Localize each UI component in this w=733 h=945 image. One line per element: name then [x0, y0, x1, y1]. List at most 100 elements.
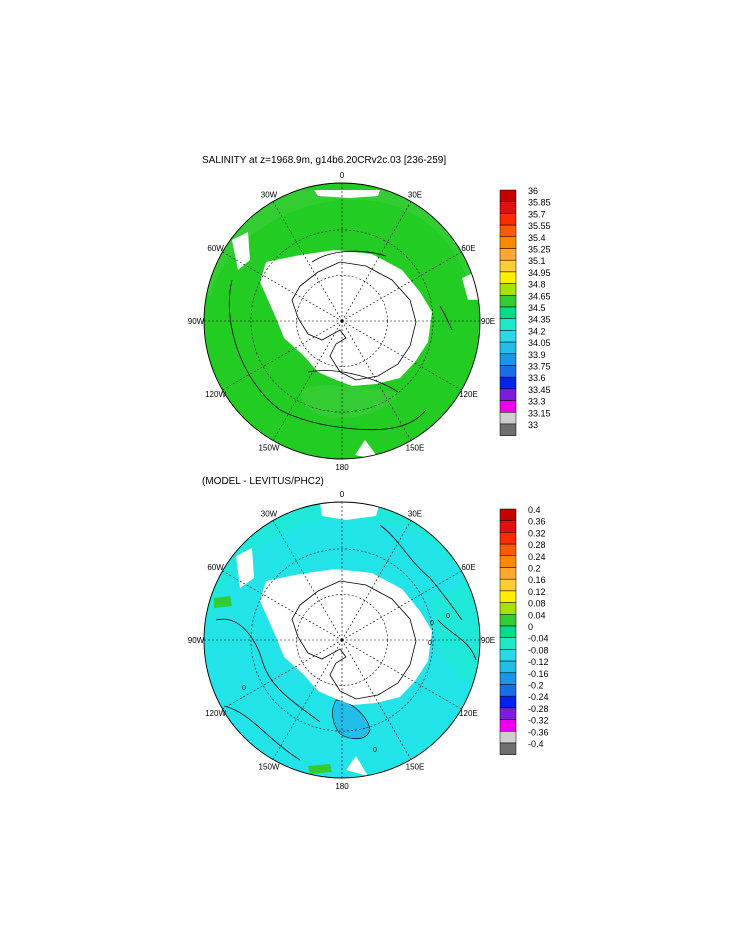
meridian-line [272, 320, 343, 441]
colorbar-swatch [499, 695, 517, 709]
longitude-label: 90E [481, 317, 495, 326]
diff-patch-positive-west [214, 596, 232, 608]
ice-region [314, 190, 380, 198]
colorbar-label: 33 [528, 420, 538, 430]
colorbar-swatch [499, 248, 517, 261]
colorbar-label: 0.08 [528, 599, 546, 609]
colorbar-label: 0.12 [528, 587, 546, 597]
longitude-label: 120W [205, 390, 226, 399]
colorbar-swatch [499, 742, 517, 755]
colorbar-swatch [499, 271, 517, 284]
colorbar-swatch [499, 614, 517, 627]
colorbar-label: 33.3 [528, 397, 546, 407]
colorbar-swatch [499, 376, 517, 390]
colorbar-swatch [499, 567, 517, 580]
contour-line [228, 250, 453, 431]
colorbar-swatch [499, 283, 517, 296]
colorbar-label: 35.25 [528, 245, 551, 255]
colorbar-label: -0.2 [528, 681, 544, 691]
diff-band-near-zero-east [432, 580, 480, 680]
contour-label: 0 [446, 613, 450, 620]
colorbar-swatch [499, 388, 517, 401]
colorbar-swatch [499, 412, 517, 425]
colorbar-swatch [499, 590, 517, 603]
longitude-label: 60E [461, 563, 475, 572]
longitude-label: 150E [406, 443, 425, 452]
colorbar-swatch [499, 707, 517, 720]
panel2-title: (MODEL - LEVITUS/PHC2) [202, 476, 324, 487]
colorbar-label: 34.2 [528, 326, 546, 336]
meridian-line [341, 520, 412, 641]
longitude-label: 180 [335, 463, 349, 472]
colorbar-label: 0.04 [528, 610, 546, 620]
colorbar-label: -0.32 [528, 716, 549, 726]
colorbar-label: 34.95 [528, 268, 551, 278]
colorbar-swatch [499, 637, 517, 650]
colorbar-label: 35.1 [528, 256, 546, 266]
longitude-label: 0 [340, 490, 345, 499]
longitude-label: 120E [459, 709, 478, 718]
meridian-line [222, 639, 343, 710]
longitude-label: 30E [408, 510, 422, 519]
colorbar-label: 35.85 [528, 198, 551, 208]
longitude-label: 90W [188, 317, 205, 326]
latitude-circle [250, 229, 434, 413]
meridian-line [222, 251, 343, 322]
colorbar-label: 33.45 [528, 385, 551, 395]
colorbar-label: 35.7 [528, 209, 546, 219]
colorbar-label: -0.16 [528, 669, 549, 679]
meridian-line [272, 639, 343, 760]
contour-label: 0 [428, 640, 432, 647]
colorbar-swatch [499, 353, 517, 366]
colorbar-swatch [499, 555, 517, 568]
colorbar-swatch [499, 602, 517, 615]
colorbar-swatch [499, 213, 517, 226]
colorbar-label: 34.5 [528, 303, 546, 313]
meridian-line [222, 570, 343, 641]
longitude-labels: 0 30E 60E 90E 120E 150E 180 150W 120W 90W 60W 30W [188, 490, 495, 791]
longitude-label: 150W [259, 443, 280, 452]
salinity-band-34.8 [204, 190, 480, 300]
colorbar-label: 33.15 [528, 408, 551, 418]
colorbar-label: -0.24 [528, 692, 549, 702]
colorbar-swatch [499, 520, 517, 533]
diff-band-near-zero [204, 502, 480, 616]
colorbar-swatch [499, 625, 517, 638]
longitude-label: 120W [205, 709, 226, 718]
colorbar-label: 0.2 [528, 564, 541, 574]
colorbar-label: 0.28 [528, 540, 546, 550]
meridian-line [341, 320, 462, 391]
meridian-line [222, 320, 343, 391]
colorbar-swatch [499, 649, 517, 662]
longitude-label: 150E [406, 762, 425, 771]
longitude-label: 60W [207, 244, 224, 253]
colorbar-swatch [499, 684, 517, 697]
difference-map: 0 30E 60E 90E 120E 150E 180 150W 120W 90W 60W 30W 0… [188, 490, 495, 791]
colorbar-label: -0.04 [528, 634, 549, 644]
longitude-label: 0 [340, 171, 345, 180]
colorbar-label: 34.35 [528, 315, 551, 325]
meridian-line [341, 639, 412, 760]
longitude-label: 30W [261, 510, 278, 519]
meridian-line [341, 251, 462, 322]
colorbar-swatch [499, 306, 517, 319]
colorbar-swatch [499, 318, 517, 331]
colorbar-label: 34.8 [528, 280, 546, 290]
colorbar-swatch [499, 400, 517, 413]
longitude-label: 90W [188, 636, 205, 645]
colorbar-label: 34.05 [528, 338, 551, 348]
colorbar-swatch [499, 731, 517, 744]
colorbar-label: 35.55 [528, 221, 551, 231]
contour-label: 0 [242, 685, 246, 692]
colorbar-swatch [499, 259, 517, 273]
colorbar-swatch [499, 672, 517, 685]
colorbar-label: -0.36 [528, 727, 549, 737]
colorbar-swatch [499, 236, 517, 249]
colorbar-label: 0.4 [528, 505, 541, 515]
longitude-label: 180 [335, 782, 349, 791]
colorbar-label: 36 [528, 186, 538, 196]
meridian-line [341, 639, 462, 710]
colorbar-label: 35.4 [528, 233, 546, 243]
colorbar-swatch [499, 543, 517, 557]
